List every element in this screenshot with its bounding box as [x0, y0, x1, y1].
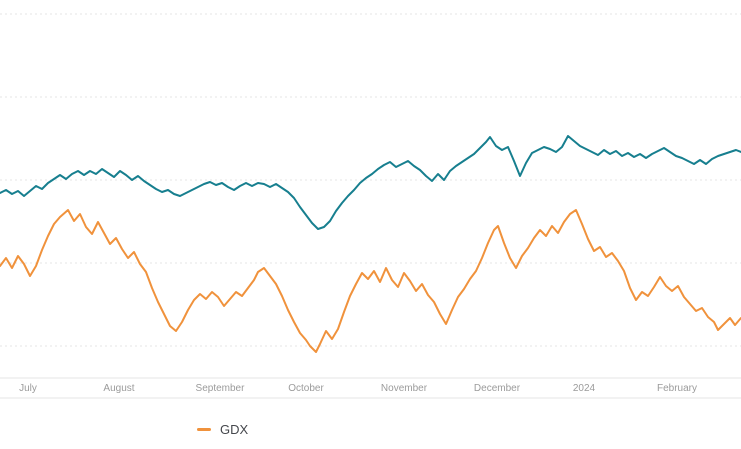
x-axis-label: October — [288, 383, 324, 394]
series-line-gdx[interactable] — [0, 209, 741, 353]
x-axis-label: 2024 — [573, 383, 596, 394]
x-axis-label: August — [103, 383, 134, 394]
gdx-series-marker — [197, 428, 211, 431]
gdx-series-label: GDX — [220, 422, 249, 437]
chart-legend: GDX — [197, 421, 248, 438]
x-axis-label: July — [19, 383, 37, 394]
x-axis-label: September — [196, 383, 246, 394]
x-axis-label: November — [381, 383, 428, 394]
legend-item-gdx[interactable]: GDX — [197, 422, 248, 437]
series-line-teal[interactable] — [0, 135, 741, 230]
x-axis-label: December — [474, 383, 521, 394]
x-axis-label: February — [657, 383, 697, 394]
